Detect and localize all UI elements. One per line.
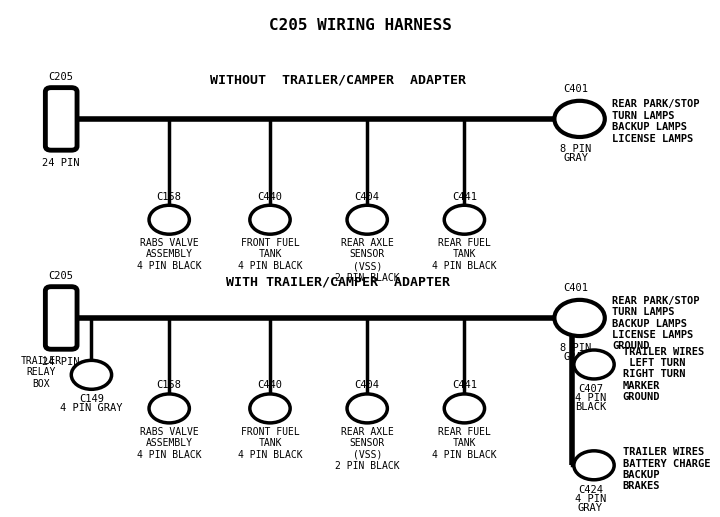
Text: BATTERY CHARGE: BATTERY CHARGE <box>623 459 711 469</box>
Circle shape <box>554 300 605 336</box>
Text: C441: C441 <box>452 192 477 202</box>
Circle shape <box>347 205 387 234</box>
FancyBboxPatch shape <box>45 87 77 150</box>
Text: RIGHT TURN: RIGHT TURN <box>623 369 685 379</box>
Text: 4 PIN: 4 PIN <box>575 393 606 403</box>
Text: C149: C149 <box>79 394 104 404</box>
Text: LICENSE LAMPS: LICENSE LAMPS <box>612 330 693 340</box>
Text: GRAY: GRAY <box>564 153 588 162</box>
Text: GRAY: GRAY <box>564 352 588 361</box>
Text: C158: C158 <box>157 381 181 390</box>
Text: REAR PARK/STOP: REAR PARK/STOP <box>612 296 700 306</box>
Text: C424: C424 <box>578 485 603 495</box>
Text: GROUND: GROUND <box>612 341 649 352</box>
Text: C440: C440 <box>258 192 282 202</box>
Text: C205: C205 <box>49 72 73 82</box>
Text: C441: C441 <box>452 381 477 390</box>
Circle shape <box>574 350 614 379</box>
Text: GROUND: GROUND <box>623 392 660 402</box>
Circle shape <box>574 451 614 480</box>
Text: TRAILER
RELAY
BOX: TRAILER RELAY BOX <box>20 356 62 389</box>
Text: C407: C407 <box>578 384 603 394</box>
Text: C440: C440 <box>258 381 282 390</box>
Text: TRAILER WIRES: TRAILER WIRES <box>623 346 704 357</box>
Text: BRAKES: BRAKES <box>623 481 660 492</box>
Text: 8 PIN: 8 PIN <box>560 343 592 353</box>
Circle shape <box>250 205 290 234</box>
Circle shape <box>250 394 290 423</box>
Text: REAR FUEL
TANK
4 PIN BLACK: REAR FUEL TANK 4 PIN BLACK <box>432 427 497 460</box>
Text: TRAILER WIRES: TRAILER WIRES <box>623 447 704 458</box>
Text: 4 PIN GRAY: 4 PIN GRAY <box>60 403 122 413</box>
Circle shape <box>444 394 485 423</box>
Circle shape <box>149 205 189 234</box>
Text: C205 WIRING HARNESS: C205 WIRING HARNESS <box>269 18 451 33</box>
Text: TURN LAMPS: TURN LAMPS <box>612 111 675 121</box>
Text: LICENSE LAMPS: LICENSE LAMPS <box>612 133 693 144</box>
Text: C158: C158 <box>157 192 181 202</box>
Text: LEFT TURN: LEFT TURN <box>623 358 685 368</box>
Text: RABS VALVE
ASSEMBLY
4 PIN BLACK: RABS VALVE ASSEMBLY 4 PIN BLACK <box>137 238 202 271</box>
Text: REAR AXLE
SENSOR
(VSS)
2 PIN BLACK: REAR AXLE SENSOR (VSS) 2 PIN BLACK <box>335 427 400 472</box>
Text: 24 PIN: 24 PIN <box>42 357 80 367</box>
Text: WITH TRAILER/CAMPER  ADAPTER: WITH TRAILER/CAMPER ADAPTER <box>226 275 451 288</box>
Circle shape <box>347 394 387 423</box>
Text: REAR AXLE
SENSOR
(VSS)
2 PIN BLACK: REAR AXLE SENSOR (VSS) 2 PIN BLACK <box>335 238 400 283</box>
Text: BACKUP LAMPS: BACKUP LAMPS <box>612 122 687 132</box>
Text: 8 PIN: 8 PIN <box>560 144 592 154</box>
Circle shape <box>444 205 485 234</box>
Text: C205: C205 <box>49 271 73 281</box>
Text: WITHOUT  TRAILER/CAMPER  ADAPTER: WITHOUT TRAILER/CAMPER ADAPTER <box>210 73 467 87</box>
Text: C404: C404 <box>355 381 379 390</box>
Circle shape <box>71 360 112 389</box>
Text: REAR PARK/STOP: REAR PARK/STOP <box>612 99 700 110</box>
Text: C401: C401 <box>564 283 588 293</box>
FancyBboxPatch shape <box>45 286 77 349</box>
Text: BACKUP: BACKUP <box>623 470 660 480</box>
Text: 24 PIN: 24 PIN <box>42 158 80 168</box>
Circle shape <box>149 394 189 423</box>
Text: FRONT FUEL
TANK
4 PIN BLACK: FRONT FUEL TANK 4 PIN BLACK <box>238 238 302 271</box>
Text: 4 PIN: 4 PIN <box>575 494 606 504</box>
Text: BLACK: BLACK <box>575 402 606 412</box>
Text: TURN LAMPS: TURN LAMPS <box>612 307 675 317</box>
Text: GRAY: GRAY <box>578 503 603 512</box>
Text: C404: C404 <box>355 192 379 202</box>
Text: BACKUP LAMPS: BACKUP LAMPS <box>612 318 687 329</box>
Text: MARKER: MARKER <box>623 381 660 391</box>
Text: FRONT FUEL
TANK
4 PIN BLACK: FRONT FUEL TANK 4 PIN BLACK <box>238 427 302 460</box>
Text: C401: C401 <box>564 84 588 94</box>
Text: REAR FUEL
TANK
4 PIN BLACK: REAR FUEL TANK 4 PIN BLACK <box>432 238 497 271</box>
Circle shape <box>554 101 605 137</box>
Text: RABS VALVE
ASSEMBLY
4 PIN BLACK: RABS VALVE ASSEMBLY 4 PIN BLACK <box>137 427 202 460</box>
